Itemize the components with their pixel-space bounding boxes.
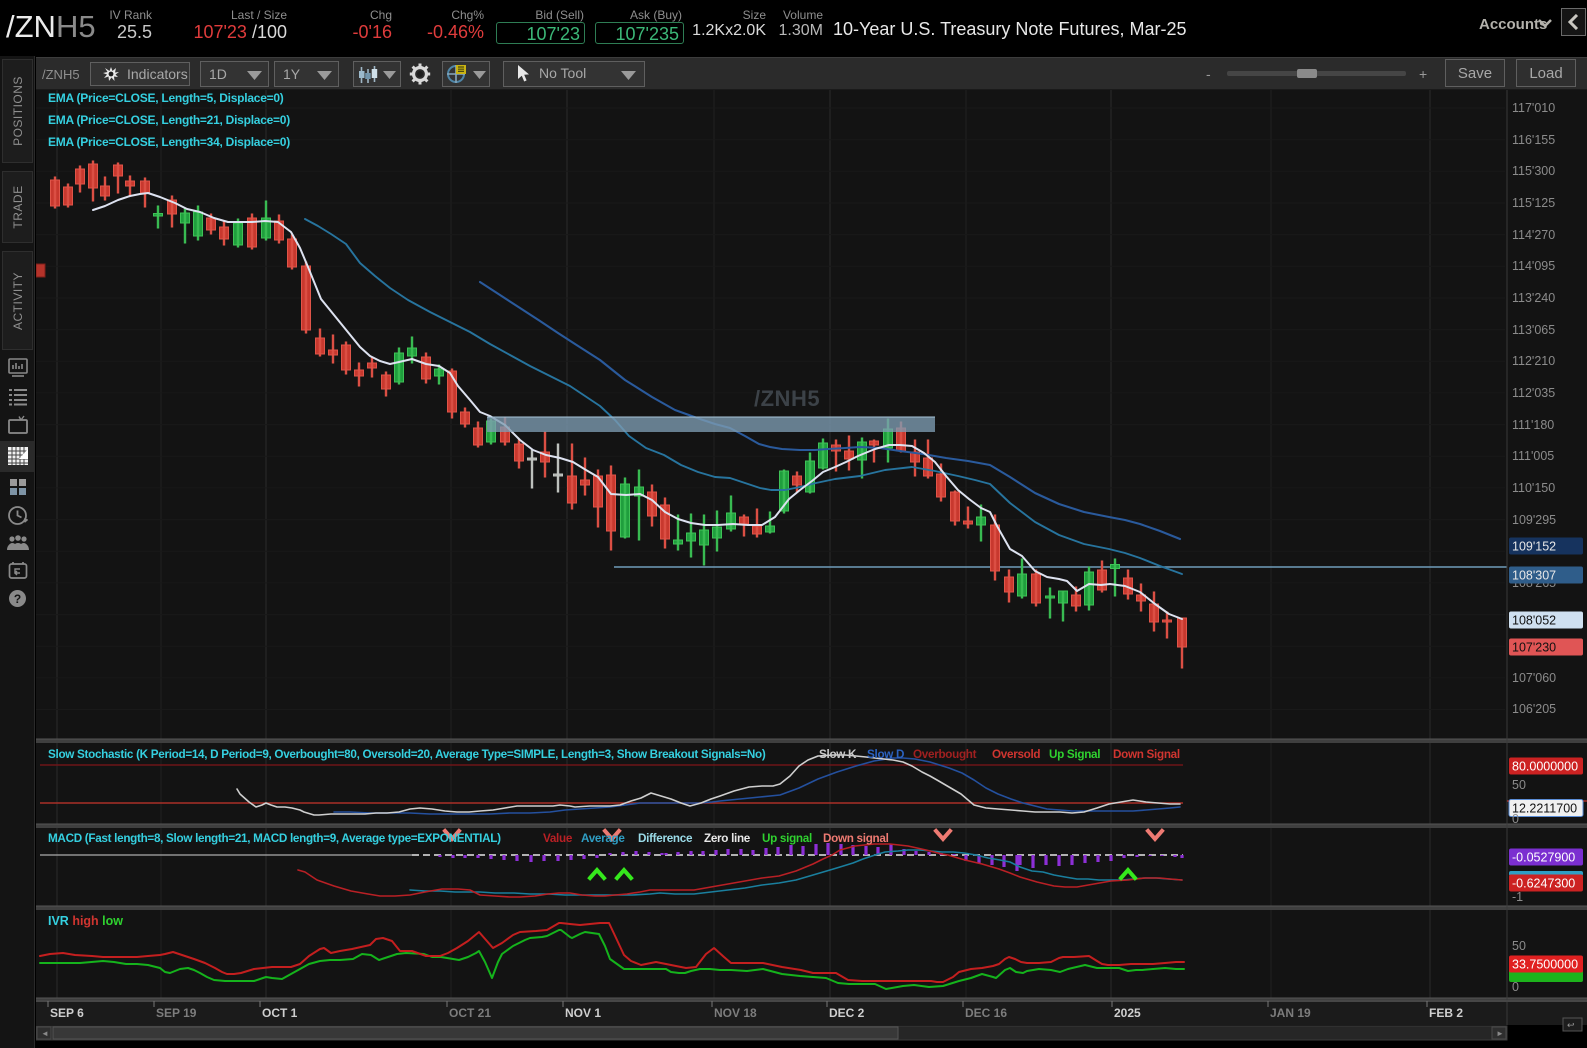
svg-text:DEC 16: DEC 16 — [965, 1006, 1007, 1020]
svg-text:/ZNH5: /ZNH5 — [754, 386, 820, 411]
svg-text:MACD (Fast length=8, Slow leng: MACD (Fast length=8, Slow length=21, MAC… — [48, 832, 889, 845]
svg-text:-0.6247300: -0.6247300 — [1512, 877, 1575, 891]
svg-text:EMA (Price=CLOSE, Length=21, D: EMA (Price=CLOSE, Length=21, Displace=0) — [48, 113, 290, 127]
svg-text:SEP 6: SEP 6 — [50, 1006, 84, 1020]
svg-text:SEP 19: SEP 19 — [156, 1006, 197, 1020]
svg-text:◄: ◄ — [41, 1029, 49, 1038]
svg-text:116'155: 116'155 — [1512, 133, 1555, 147]
svg-text:-0.0527900: -0.0527900 — [1512, 851, 1575, 865]
svg-text:?: ? — [14, 592, 21, 606]
svg-text:80.0000000: 80.0000000 — [1512, 760, 1578, 774]
svg-text:Slow Stochastic (K Period=14,: Slow Stochastic (K Period=14, D Period=9… — [48, 748, 1180, 761]
svg-text:50: 50 — [1512, 778, 1526, 792]
svg-text:DEC 2: DEC 2 — [829, 1006, 865, 1020]
svg-text:115'300: 115'300 — [1512, 164, 1555, 178]
svg-text:113'065: 113'065 — [1512, 323, 1555, 337]
svg-text:2025: 2025 — [1114, 1006, 1141, 1020]
svg-text:108'307: 108'307 — [1512, 569, 1556, 583]
svg-text:►: ► — [1496, 1029, 1504, 1038]
svg-text:12.2211700: 12.2211700 — [1512, 802, 1577, 816]
svg-text:107'230: 107'230 — [1512, 641, 1556, 655]
svg-text:IVR high low: IVR high low — [48, 914, 123, 928]
svg-text:112'035: 112'035 — [1512, 386, 1555, 400]
svg-text:OCT 21: OCT 21 — [449, 1006, 491, 1020]
svg-text:0: 0 — [1512, 980, 1519, 994]
svg-text:114'095: 114'095 — [1512, 259, 1555, 273]
svg-text:50: 50 — [1512, 939, 1526, 953]
svg-text:109'295: 109'295 — [1512, 513, 1556, 527]
svg-text:108'052: 108'052 — [1512, 614, 1556, 628]
svg-text:-1: -1 — [1512, 890, 1523, 904]
svg-text:33.7500000: 33.7500000 — [1512, 958, 1578, 972]
svg-text:110'150: 110'150 — [1512, 481, 1555, 495]
svg-text:111'005: 111'005 — [1512, 449, 1554, 463]
svg-text:0: 0 — [1512, 812, 1519, 826]
svg-text:EMA (Price=CLOSE, Length=5, Di: EMA (Price=CLOSE, Length=5, Displace=0) — [48, 91, 284, 105]
svg-text:FEB 2: FEB 2 — [1429, 1006, 1463, 1020]
svg-text:117'010: 117'010 — [1512, 101, 1555, 115]
svg-text:106'205: 106'205 — [1512, 702, 1556, 716]
svg-text:NOV 18: NOV 18 — [714, 1006, 757, 1020]
svg-text:OCT 1: OCT 1 — [262, 1006, 298, 1020]
svg-text:NOV 1: NOV 1 — [565, 1006, 601, 1020]
svg-text:↩: ↩ — [1567, 1020, 1575, 1030]
svg-text:107'060: 107'060 — [1512, 671, 1556, 685]
svg-text:115'125: 115'125 — [1512, 196, 1555, 210]
svg-text:114'270: 114'270 — [1512, 228, 1555, 242]
svg-text:111'180: 111'180 — [1512, 418, 1554, 432]
svg-text:EMA (Price=CLOSE, Length=34, D: EMA (Price=CLOSE, Length=34, Displace=0) — [48, 135, 290, 149]
svg-text:113'240: 113'240 — [1512, 291, 1555, 305]
svg-text:112'210: 112'210 — [1512, 354, 1555, 368]
svg-text:109'152: 109'152 — [1512, 540, 1556, 554]
svg-text:JAN 19: JAN 19 — [1270, 1006, 1311, 1020]
